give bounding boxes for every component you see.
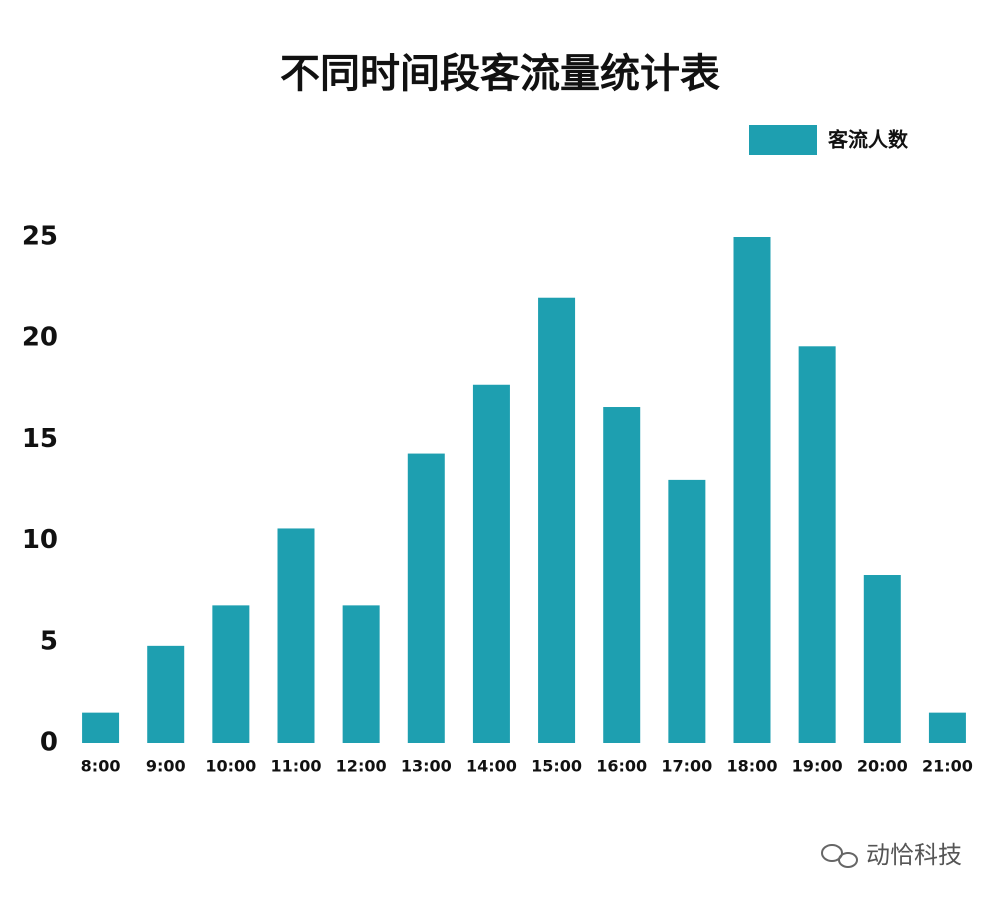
- y-tick-label: 15: [22, 424, 58, 454]
- x-tick-label: 11:00: [271, 757, 322, 776]
- x-tick-label: 20:00: [857, 757, 908, 776]
- bar: [733, 237, 771, 743]
- x-tick-label: 9:00: [146, 757, 186, 776]
- chart-title: 不同时间段客流量统计表: [280, 51, 720, 97]
- bar: [212, 605, 250, 743]
- x-tick-label: 18:00: [727, 757, 778, 776]
- x-tick-label: 17:00: [661, 757, 712, 776]
- bar: [798, 346, 836, 743]
- y-tick-label: 25: [22, 222, 58, 252]
- x-tick-label: 19:00: [792, 757, 843, 776]
- bar: [407, 453, 445, 743]
- y-tick-label: 5: [40, 626, 58, 656]
- legend-swatch: [749, 125, 817, 155]
- y-tick-label: 20: [22, 323, 58, 353]
- bar: [603, 407, 641, 743]
- bar: [928, 712, 966, 743]
- bar: [668, 479, 706, 743]
- x-tick-label: 21:00: [922, 757, 973, 776]
- x-tick-label: 16:00: [596, 757, 647, 776]
- bar: [538, 297, 576, 743]
- y-tick-label: 10: [22, 525, 58, 555]
- bar: [82, 712, 120, 743]
- watermark-icon: [821, 844, 858, 868]
- x-tick-label: 14:00: [466, 757, 517, 776]
- bar: [472, 384, 510, 743]
- legend-label: 客流人数: [827, 128, 909, 152]
- bar: [863, 575, 901, 743]
- bar: [342, 605, 380, 743]
- x-tick-label: 8:00: [81, 757, 121, 776]
- watermark: 动恰科技: [866, 841, 962, 869]
- x-tick-label: 13:00: [401, 757, 452, 776]
- bar: [277, 528, 315, 743]
- y-tick-label: 0: [40, 728, 58, 758]
- x-tick-label: 15:00: [531, 757, 582, 776]
- bar: [147, 645, 185, 743]
- x-tick-label: 10:00: [205, 757, 256, 776]
- x-tick-label: 12:00: [336, 757, 387, 776]
